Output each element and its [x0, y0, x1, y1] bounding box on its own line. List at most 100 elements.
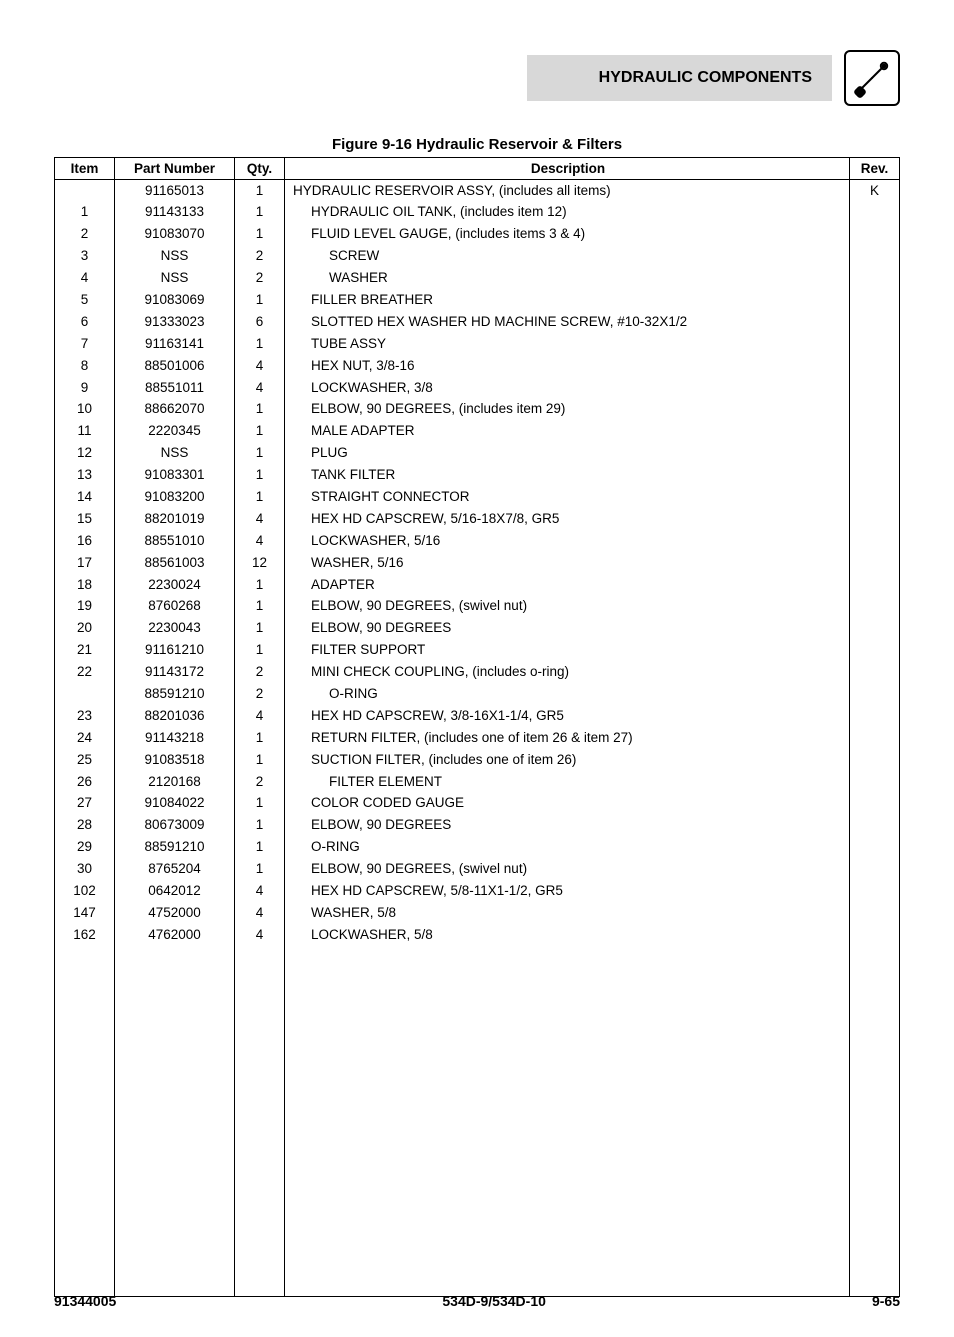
table-row: 15882010194HEX HD CAPSCREW, 5/16-18X7/8,… [55, 508, 900, 530]
cell-part: 91083518 [115, 749, 235, 771]
cell-rev [850, 268, 900, 290]
cell-rev [850, 399, 900, 421]
cell-rev [850, 465, 900, 487]
cell-rev [850, 749, 900, 771]
cell-qty: 1 [235, 180, 285, 202]
cell-rev [850, 224, 900, 246]
cell-part: 91143133 [115, 202, 235, 224]
cell-rev [850, 618, 900, 640]
cell-qty: 1 [235, 793, 285, 815]
cell-item: 147 [55, 902, 115, 924]
cell-part: 2220345 [115, 421, 235, 443]
cell-desc: HEX HD CAPSCREW, 5/16-18X7/8, GR5 [285, 508, 850, 530]
table-row: 9885510114LOCKWASHER, 3/8 [55, 377, 900, 399]
table-row: 7911631411TUBE ASSY [55, 333, 900, 355]
cell-desc: ELBOW, 90 DEGREES, (includes item 29) [285, 399, 850, 421]
cell-qty: 4 [235, 508, 285, 530]
cell-qty: 4 [235, 881, 285, 903]
cell-rev [850, 574, 900, 596]
cell-desc: SUCTION FILTER, (includes one of item 26… [285, 749, 850, 771]
cell-item: 17 [55, 552, 115, 574]
table-row: 21911612101FILTER SUPPORT [55, 640, 900, 662]
table-row: 178856100312WASHER, 5/16 [55, 552, 900, 574]
cell-desc: ELBOW, 90 DEGREES [285, 618, 850, 640]
cell-part: 80673009 [115, 815, 235, 837]
cell-rev [850, 311, 900, 333]
table-row: 23882010364HEX HD CAPSCREW, 3/8-16X1-1/4… [55, 705, 900, 727]
cell-rev [850, 377, 900, 399]
table-row: 10206420124HEX HD CAPSCREW, 5/8-11X1-1/2… [55, 881, 900, 903]
table-row: 29885912101O-RING [55, 837, 900, 859]
table-row: 16885510104LOCKWASHER, 5/16 [55, 530, 900, 552]
cell-rev [850, 246, 900, 268]
cell-qty: 4 [235, 924, 285, 946]
cell-desc: TUBE ASSY [285, 333, 850, 355]
cell-part: 91143172 [115, 662, 235, 684]
figure-title: Figure 9-16 Hydraulic Reservoir & Filter… [54, 136, 900, 153]
table-row: 3NSS2SCREW [55, 246, 900, 268]
cell-item: 4 [55, 268, 115, 290]
cell-qty: 1 [235, 202, 285, 224]
cell-qty: 4 [235, 377, 285, 399]
cell-qty: 2 [235, 268, 285, 290]
section-title-banner: HYDRAULIC COMPONENTS [527, 55, 832, 101]
cell-qty: 4 [235, 902, 285, 924]
cell-item: 21 [55, 640, 115, 662]
cell-qty: 1 [235, 421, 285, 443]
table-row: 911650131HYDRAULIC RESERVOIR ASSY, (incl… [55, 180, 900, 202]
cell-desc: MINI CHECK COUPLING, (includes o-ring) [285, 662, 850, 684]
table-row: 12NSS1PLUG [55, 443, 900, 465]
cell-desc: PLUG [285, 443, 850, 465]
table-row: 2022300431ELBOW, 90 DEGREES [55, 618, 900, 640]
cell-qty: 1 [235, 859, 285, 881]
cell-desc: STRAIGHT CONNECTOR [285, 486, 850, 508]
cell-part: 88561003 [115, 552, 235, 574]
table-row: 25910835181SUCTION FILTER, (includes one… [55, 749, 900, 771]
cell-rev [850, 596, 900, 618]
cell-qty: 1 [235, 749, 285, 771]
cell-qty: 4 [235, 530, 285, 552]
cell-item: 27 [55, 793, 115, 815]
cell-qty: 1 [235, 618, 285, 640]
cell-item: 16 [55, 530, 115, 552]
cell-rev [850, 683, 900, 705]
cell-rev: K [850, 180, 900, 202]
cell-qty: 2 [235, 683, 285, 705]
cell-qty: 6 [235, 311, 285, 333]
cell-item: 5 [55, 289, 115, 311]
cell-part: NSS [115, 443, 235, 465]
cell-part: 91161210 [115, 640, 235, 662]
cell-rev [850, 837, 900, 859]
table-row: 14910832001STRAIGHT CONNECTOR [55, 486, 900, 508]
cell-part: 2120168 [115, 771, 235, 793]
cell-desc: LOCKWASHER, 5/16 [285, 530, 850, 552]
table-row: 1822300241ADAPTER [55, 574, 900, 596]
cell-item: 14 [55, 486, 115, 508]
cell-desc: FILTER ELEMENT [285, 771, 850, 793]
cell-part: 88551010 [115, 530, 235, 552]
col-header-qty: Qty. [235, 158, 285, 180]
cell-rev [850, 727, 900, 749]
footer-right: 9-65 [872, 1293, 900, 1309]
parts-table: Item Part Number Qty. Description Rev. 9… [54, 157, 900, 1297]
cell-rev [850, 202, 900, 224]
cell-rev [850, 771, 900, 793]
cell-qty: 12 [235, 552, 285, 574]
cell-qty: 1 [235, 815, 285, 837]
cell-item: 29 [55, 837, 115, 859]
cell-item: 1 [55, 202, 115, 224]
cell-part: NSS [115, 268, 235, 290]
cell-qty: 1 [235, 727, 285, 749]
cell-desc: SLOTTED HEX WASHER HD MACHINE SCREW, #10… [285, 311, 850, 333]
cell-qty: 2 [235, 662, 285, 684]
cell-item: 20 [55, 618, 115, 640]
cell-item: 19 [55, 596, 115, 618]
cell-rev [850, 859, 900, 881]
cell-qty: 1 [235, 837, 285, 859]
cell-item: 11 [55, 421, 115, 443]
cell-desc: WASHER, 5/8 [285, 902, 850, 924]
cell-item: 26 [55, 771, 115, 793]
table-row: 1122203451MALE ADAPTER [55, 421, 900, 443]
table-row: 13910833011TANK FILTER [55, 465, 900, 487]
cell-qty: 1 [235, 486, 285, 508]
